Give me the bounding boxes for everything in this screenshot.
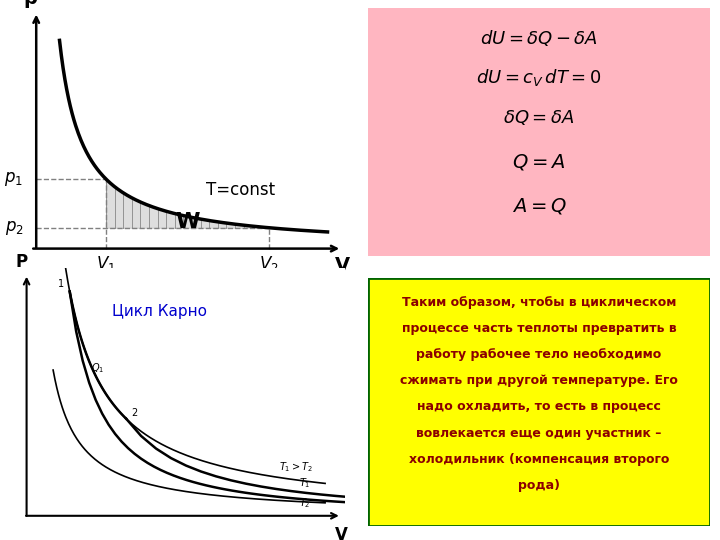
Text: надо охладить, то есть в процесс: надо охладить, то есть в процесс — [417, 401, 661, 414]
Text: $T_2$: $T_2$ — [299, 496, 310, 510]
Text: P: P — [15, 253, 27, 271]
Text: V: V — [336, 526, 348, 540]
Text: процессе часть теплоты превратить в: процессе часть теплоты превратить в — [402, 322, 676, 335]
Text: $Q = A$: $Q = A$ — [513, 152, 566, 172]
Text: Таким образом, чтобы в циклическом: Таким образом, чтобы в циклическом — [402, 296, 676, 309]
Text: $V_2$: $V_2$ — [259, 254, 279, 274]
Text: $Q_1$: $Q_1$ — [91, 361, 104, 375]
Text: сжимать при другой температуре. Его: сжимать при другой температуре. Его — [400, 374, 678, 387]
Text: рода): рода) — [518, 478, 560, 491]
Text: $A = Q$: $A = Q$ — [512, 197, 567, 217]
Text: p: p — [24, 0, 37, 8]
Text: W: W — [176, 212, 200, 232]
Text: 4: 4 — [441, 496, 447, 507]
Text: Цикл Карно: Цикл Карно — [112, 304, 207, 319]
Text: $T_1>T_2$: $T_1>T_2$ — [279, 460, 312, 474]
Text: 1: 1 — [58, 279, 64, 289]
Text: холодильник (компенсация второго: холодильник (компенсация второго — [409, 453, 669, 465]
Text: $dU = \delta Q - \delta A$: $dU = \delta Q - \delta A$ — [480, 28, 598, 48]
Text: 2: 2 — [131, 408, 138, 418]
Text: $p_2$: $p_2$ — [4, 219, 23, 237]
Text: $dU = c_V\,dT = 0$: $dU = c_V\,dT = 0$ — [477, 67, 602, 88]
Text: V: V — [335, 255, 350, 275]
Text: вовлекается еще один участник –: вовлекается еще один участник – — [416, 427, 662, 440]
Text: работу рабочее тело необходимо: работу рабочее тело необходимо — [416, 348, 662, 361]
Text: $p_1$: $p_1$ — [4, 170, 23, 188]
Text: $V_1$: $V_1$ — [96, 254, 116, 274]
Text: $T_1$: $T_1$ — [299, 476, 310, 490]
Text: $\delta Q = \delta A$: $\delta Q = \delta A$ — [503, 107, 575, 126]
Text: T=const: T=const — [206, 180, 275, 199]
